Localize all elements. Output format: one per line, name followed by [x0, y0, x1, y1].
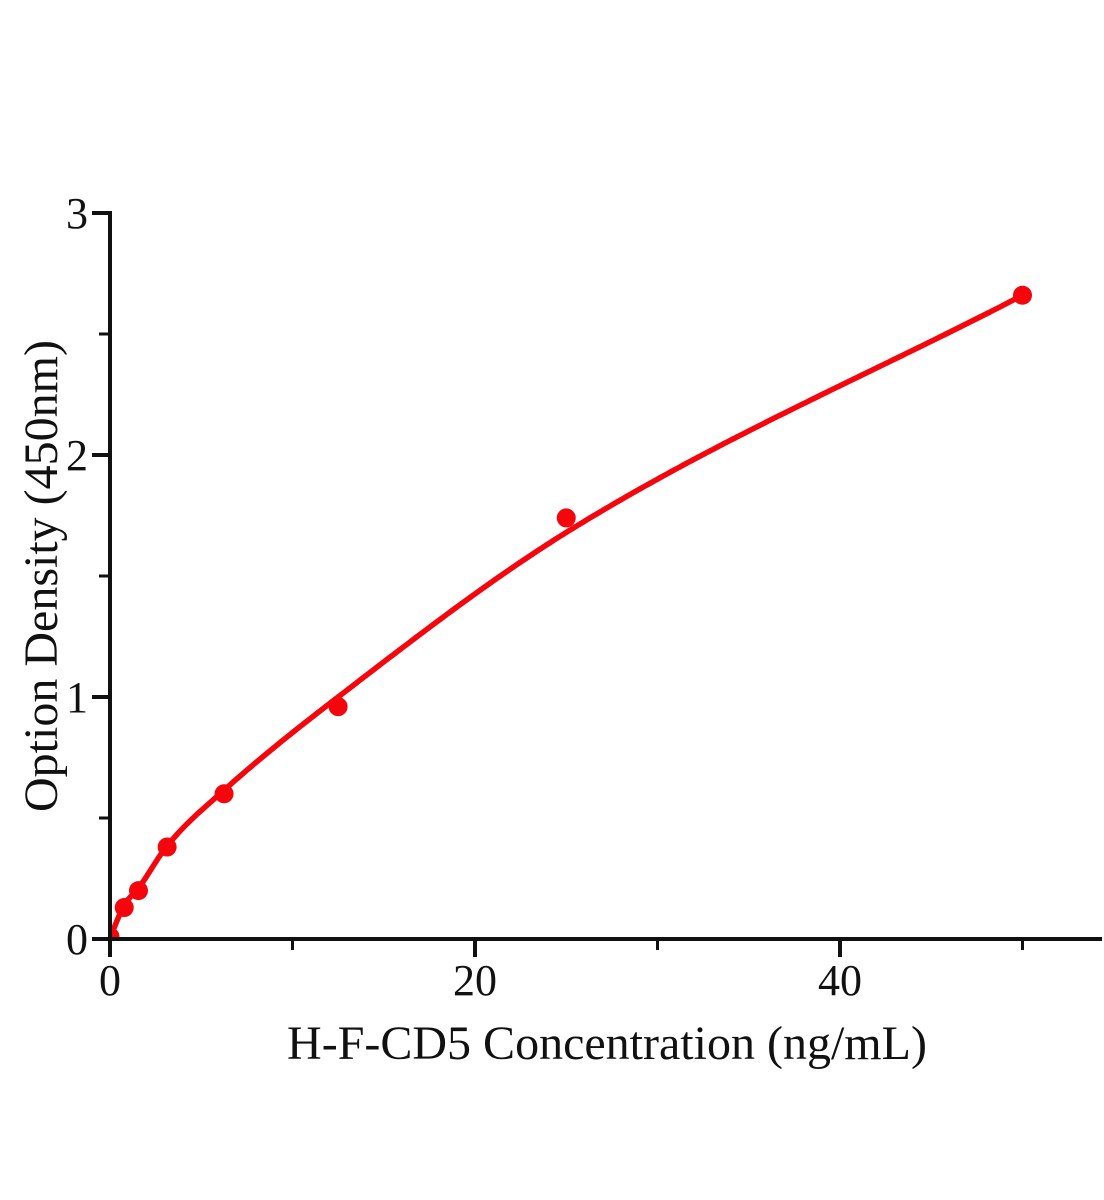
y-tick-label: 0	[66, 915, 88, 964]
x-tick-label: 0	[99, 956, 121, 1005]
y-tick-label: 3	[66, 189, 88, 238]
x-tick-label: 40	[818, 956, 862, 1005]
x-tick-label: 20	[453, 956, 497, 1005]
data-point	[214, 784, 234, 804]
data-layer	[110, 285, 1032, 941]
y-tick-label: 1	[66, 673, 88, 722]
data-point	[157, 837, 177, 857]
y-tick-label: 2	[66, 431, 88, 480]
data-point	[114, 898, 134, 918]
fit-curve-line	[110, 292, 1025, 941]
data-point	[556, 508, 576, 528]
y-axis-title: Option Density (450nm)	[15, 340, 68, 812]
data-point	[128, 881, 148, 901]
data-point	[1013, 285, 1032, 305]
data-point	[328, 697, 348, 717]
x-axis-title: H-F-CD5 Concentration (ng/mL)	[287, 1017, 927, 1070]
